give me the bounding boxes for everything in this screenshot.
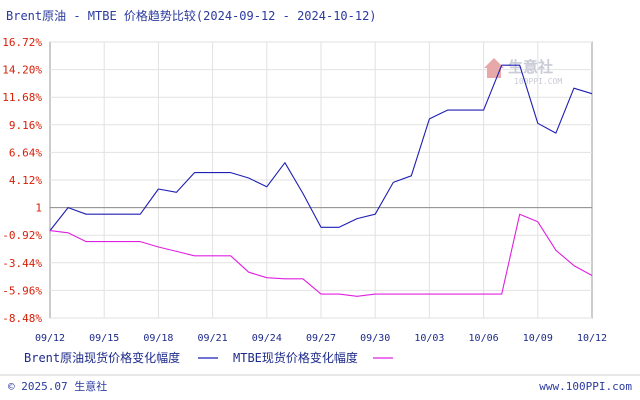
legend: Brent原油现货价格变化幅度 MTBE现货价格变化幅度 bbox=[24, 350, 393, 365]
x-tick-label: 10/09 bbox=[523, 333, 553, 344]
x-tick-label: 09/12 bbox=[35, 333, 65, 344]
grid-layer bbox=[50, 41, 592, 319]
series-line-mtbe bbox=[49, 213, 593, 297]
x-tick-label: 09/21 bbox=[198, 333, 228, 344]
x-tick-label: 09/30 bbox=[360, 333, 390, 344]
footer-copyright: © 2025.07 生意社 bbox=[8, 379, 107, 393]
series-line-brent bbox=[49, 64, 593, 231]
y-tick-label: -5.96% bbox=[2, 284, 42, 297]
watermark-logo-icon bbox=[484, 58, 504, 78]
legend-label-mtbe: MTBE现货价格变化幅度 bbox=[233, 350, 358, 365]
y-tick-label: 9.16% bbox=[9, 119, 42, 132]
watermark-name: 生意社 bbox=[508, 58, 553, 76]
y-tick-label: 1 bbox=[35, 202, 42, 215]
y-tick-label: 6.64% bbox=[9, 146, 42, 159]
x-tick-label: 10/06 bbox=[469, 333, 499, 344]
x-tick-label: 10/12 bbox=[577, 333, 607, 344]
x-tick-label: 09/15 bbox=[89, 333, 119, 344]
legend-label-brent: Brent原油现货价格变化幅度 bbox=[24, 350, 180, 365]
x-tick-label: 09/27 bbox=[306, 333, 336, 344]
y-tick-label: 14.20% bbox=[2, 64, 42, 77]
x-axis-ticks: 09/12 09/15 09/18 09/21 09/24 09/27 09/30 10/03… bbox=[35, 333, 607, 344]
footer: © 2025.07 生意社 www.100PPI.com bbox=[0, 374, 640, 400]
y-tick-label: 16.72% bbox=[2, 36, 42, 49]
x-tick-label: 09/18 bbox=[143, 333, 173, 344]
y-tick-label: 11.68% bbox=[2, 91, 42, 104]
x-tick-label: 09/24 bbox=[252, 333, 282, 344]
footer-background bbox=[0, 374, 640, 400]
series-layer bbox=[49, 64, 593, 297]
y-axis-ticks: 16.72% 14.20% 11.68% 9.16% 6.64% 4.12% 1 -0.92%… bbox=[2, 36, 42, 325]
x-tick-label: 10/03 bbox=[414, 333, 444, 344]
y-tick-label: -3.44% bbox=[2, 257, 42, 270]
y-tick-label: 4.12% bbox=[9, 174, 42, 187]
watermark-site: 100PPI.COM bbox=[514, 77, 562, 86]
watermark: 生意社 100PPI.COM bbox=[484, 58, 562, 86]
y-tick-label: -8.48% bbox=[2, 312, 42, 325]
chart-title: Brent原油 - MTBE 价格趋势比较(2024-09-12 - 2024-… bbox=[6, 8, 377, 23]
footer-website: www.100PPI.com bbox=[539, 380, 632, 393]
y-tick-label: -0.92% bbox=[2, 229, 42, 242]
